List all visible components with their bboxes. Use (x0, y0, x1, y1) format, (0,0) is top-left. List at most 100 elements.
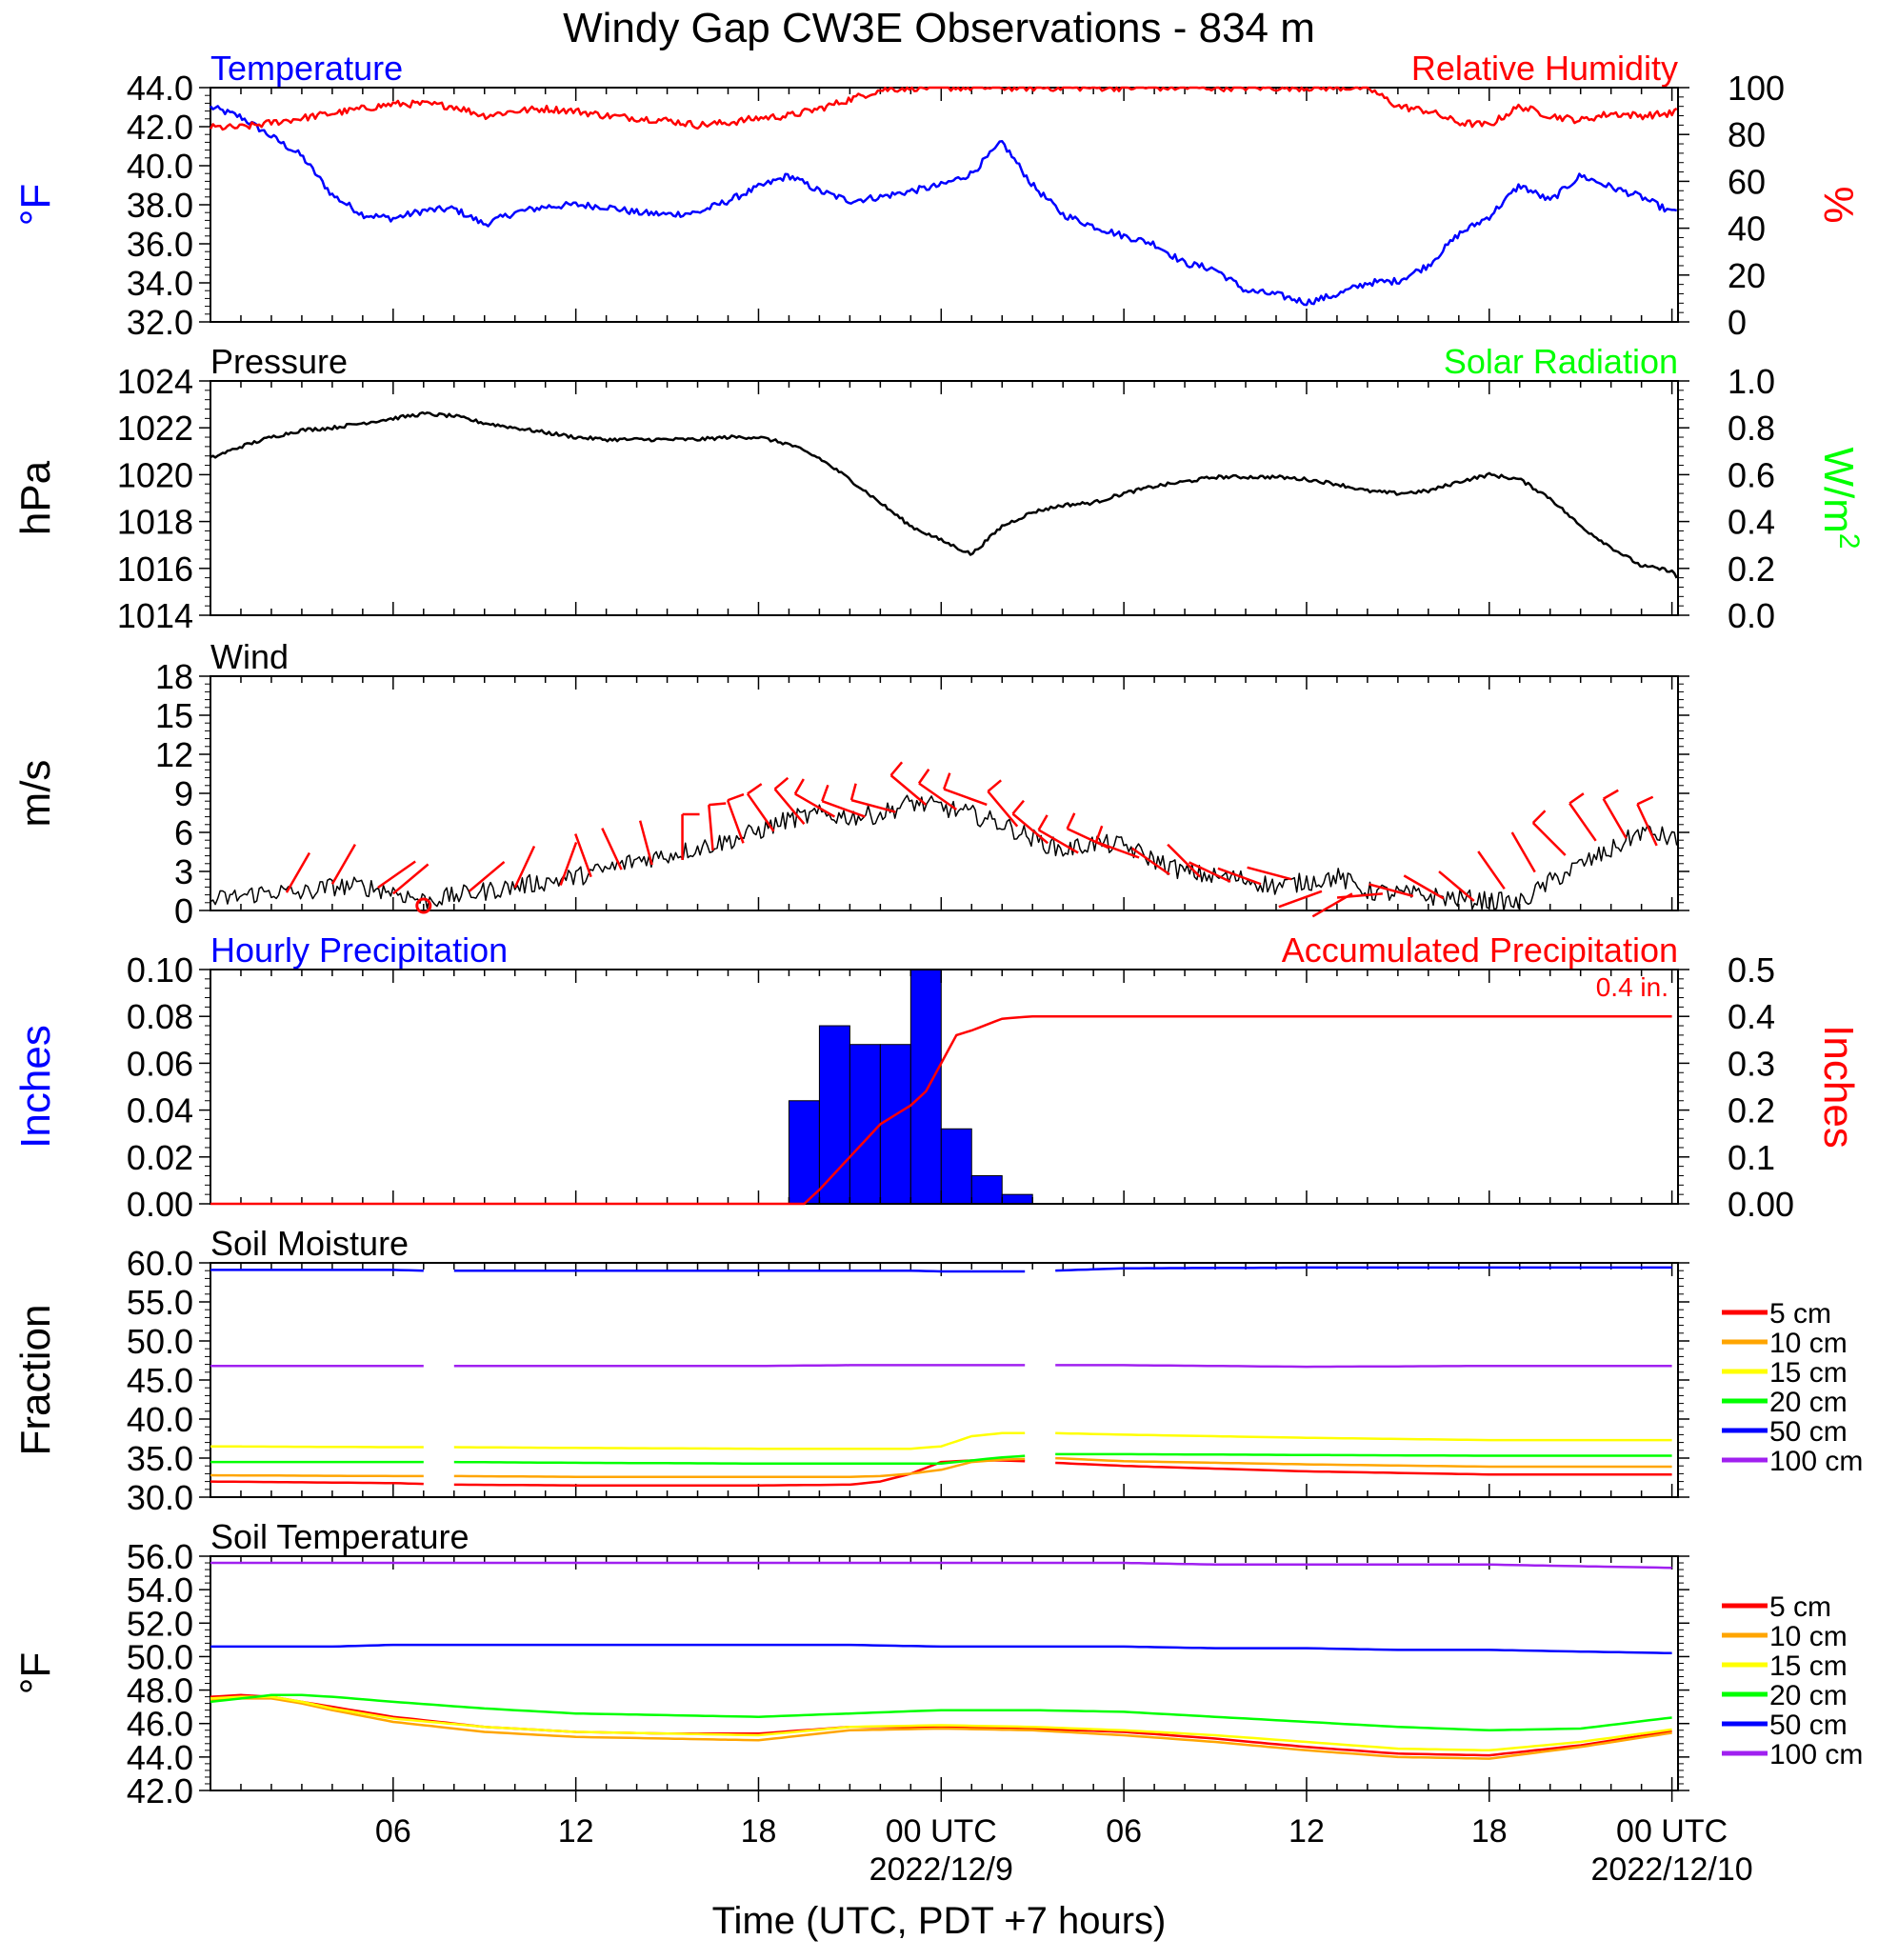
y-tick-label: 0 (174, 891, 193, 930)
y-tick-label: 36.0 (127, 225, 193, 264)
wind-barb-flag (747, 783, 763, 795)
legend-label: 15 cm (1769, 1357, 1848, 1389)
y-tick-label: 40.0 (127, 1400, 193, 1439)
y-right-tick-label: 0.3 (1728, 1044, 1775, 1083)
y-tick-label: 0.04 (127, 1091, 193, 1130)
x-tick-label: 06 (375, 1813, 411, 1850)
y-right-tick-label: 20 (1728, 256, 1766, 295)
wind-barb-flag (1037, 814, 1049, 831)
precip-bar (970, 1174, 1003, 1205)
wind-barb (1477, 850, 1506, 890)
wind-barb-flag (849, 783, 857, 801)
panel-title-left: Soil Temperature (210, 1517, 469, 1556)
series-line-100-cm (210, 1561, 1672, 1570)
series-line-relative-humidity (209, 86, 1678, 131)
y-right-tick-label: 40 (1728, 210, 1766, 249)
panel-title-left: Pressure (210, 342, 348, 381)
y-right-tick-label: 0.2 (1728, 550, 1775, 589)
y-tick-label: 0.00 (127, 1185, 193, 1224)
wind-barb (1188, 861, 1231, 883)
wind-barb (794, 792, 836, 818)
wind-barb (1369, 883, 1414, 898)
y-tick-label: 46.0 (127, 1705, 193, 1744)
y-tick-label: 1022 (117, 409, 193, 448)
series-line-10-cm (210, 1697, 1672, 1760)
precip-bar (849, 1044, 881, 1205)
y-tick-label: 0.10 (127, 950, 193, 990)
y-tick-label: 0.08 (127, 997, 193, 1036)
plot-frame (210, 969, 1679, 1205)
accumulated-total-annotation: 0.4 in. (1596, 972, 1668, 1002)
legend-label: 20 cm (1769, 1680, 1848, 1711)
series-line-10-cm (210, 1456, 1672, 1478)
precip-bar (940, 1128, 972, 1205)
precip-bar (1001, 1193, 1033, 1205)
y-tick-label: 32.0 (127, 303, 193, 342)
wind-barb-flag (917, 769, 930, 785)
y-tick-label: 42.0 (127, 108, 193, 147)
wind-barb (601, 828, 623, 870)
legend-label: 100 cm (1769, 1739, 1863, 1770)
wind-barb (392, 863, 430, 895)
plot-frame (210, 380, 1679, 616)
y-tick-label: 0.02 (127, 1138, 193, 1177)
y-right-tick-label: 0.2 (1728, 1091, 1775, 1130)
wind-barb (850, 798, 896, 813)
wind-barb-calm (415, 897, 432, 914)
y-tick-label: 55.0 (127, 1283, 193, 1322)
wind-barb-flag (821, 784, 829, 802)
wind-barb (987, 790, 1019, 828)
panel-stack: Temperature Relative Humidity 32.034.036.0… (12, 49, 1865, 1810)
panel-title-right: Solar Radiation (1444, 342, 1678, 381)
y-tick-label: 1016 (117, 550, 193, 589)
series-line-temperature (210, 105, 1677, 307)
accumulated-precip-line (210, 1014, 1672, 1206)
y-right-tick-label: 100 (1728, 69, 1785, 108)
y-right-tick-label: 0.1 (1728, 1138, 1775, 1177)
x-tick-label: 00 UTC (886, 1813, 997, 1850)
wind-barb (1336, 892, 1383, 899)
y-tick-label: 34.0 (127, 264, 193, 303)
y-tick-label: 30.0 (127, 1478, 193, 1517)
y-tick-label: 3 (174, 852, 193, 891)
y-tick-label: 0.06 (127, 1044, 193, 1083)
y-tick-label: 44.0 (127, 1738, 193, 1777)
wind-barb (377, 860, 416, 890)
wind-barb (1217, 867, 1262, 886)
precip-bar (909, 969, 942, 1205)
wind-barb (726, 799, 745, 844)
wind-barb-flag (1636, 795, 1654, 806)
y-right-tick-label: 0.00 (1728, 1185, 1794, 1224)
wind-barb-flag (1066, 812, 1076, 830)
series-line-pressure (210, 410, 1678, 579)
x-tick-label: 12 (1289, 1813, 1325, 1850)
y-tick-label: 50.0 (127, 1637, 193, 1676)
series-line-20-cm (210, 1452, 1672, 1465)
y-right-tick-label: 0.8 (1728, 409, 1775, 448)
wind-barb-flag (889, 761, 904, 776)
wind-barb (1636, 803, 1658, 847)
y-tick-label: 60.0 (127, 1244, 193, 1283)
wind-barb (1510, 831, 1536, 873)
y-tick-label: 6 (174, 813, 193, 852)
legend-label: 5 cm (1769, 1591, 1831, 1623)
wind-barb-flag (773, 776, 789, 790)
wind-barb (1602, 798, 1628, 839)
wind-barb (1131, 847, 1170, 876)
y-tick-label: 45.0 (127, 1361, 193, 1400)
y-tick-label: 42.0 (127, 1771, 193, 1810)
y-right-tick-label: 60 (1728, 162, 1766, 201)
panel-title-right: Accumulated Precipitation (1282, 930, 1678, 970)
y-right-tick-label: 0.5 (1728, 950, 1775, 990)
panel-title-left: Soil Moisture (210, 1224, 409, 1263)
y-tick-label: 44.0 (127, 69, 193, 108)
series-line-wind-speed (210, 794, 1678, 911)
series-line-20-cm (210, 1693, 1672, 1731)
y-axis-label: °F (12, 1652, 59, 1694)
wind-barb (1278, 890, 1323, 909)
wind-barb (1568, 802, 1597, 842)
precip-bar (788, 1100, 820, 1205)
wind-barb-flag (1094, 825, 1104, 843)
